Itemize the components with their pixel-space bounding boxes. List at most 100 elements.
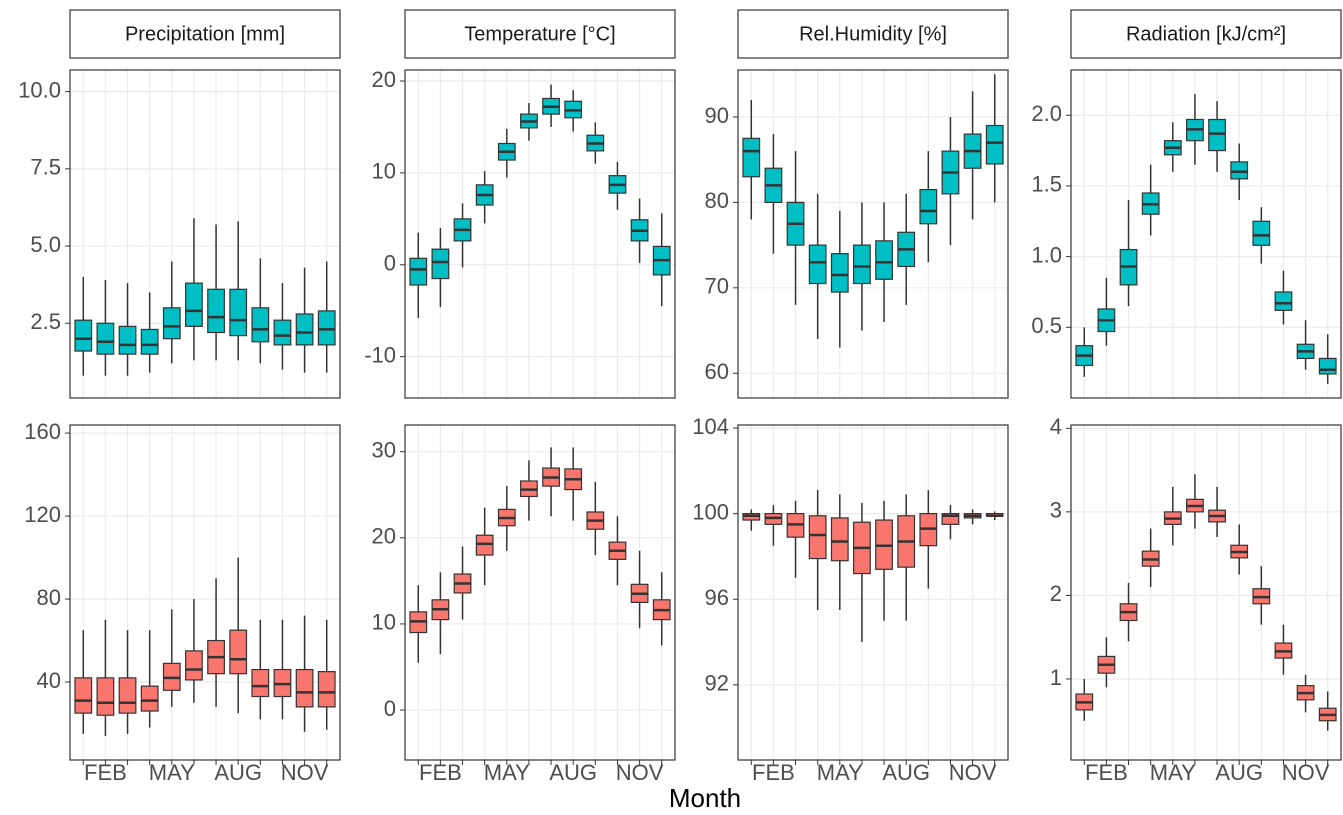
box bbox=[229, 288, 248, 337]
x-axis-title: Month bbox=[669, 783, 741, 813]
box bbox=[317, 310, 336, 346]
box bbox=[74, 319, 93, 352]
x-tick-label: MAY bbox=[149, 760, 195, 785]
strip-title: Temperature [°C] bbox=[464, 23, 615, 45]
panel-background bbox=[1071, 425, 1341, 760]
y-tick-label: 120 bbox=[24, 502, 61, 527]
y-tick-label: 1.0 bbox=[1031, 242, 1062, 267]
x-tick-label: MAY bbox=[1150, 760, 1196, 785]
box bbox=[74, 677, 93, 714]
box bbox=[742, 137, 761, 178]
x-tick-label: FEB bbox=[419, 760, 462, 785]
y-tick-label: 2.5 bbox=[30, 309, 61, 334]
box bbox=[162, 307, 181, 340]
box bbox=[919, 188, 938, 225]
box bbox=[409, 257, 428, 286]
box bbox=[185, 650, 203, 681]
box bbox=[295, 668, 314, 708]
y-tick-label: 100 bbox=[692, 499, 729, 524]
box bbox=[431, 248, 450, 280]
box bbox=[229, 629, 248, 675]
x-tick-label: MAY bbox=[817, 760, 863, 785]
y-tick-label: 20 bbox=[372, 524, 396, 549]
box bbox=[875, 240, 893, 280]
box bbox=[185, 282, 203, 327]
box bbox=[317, 671, 336, 708]
y-tick-label: 10.0 bbox=[18, 77, 61, 102]
panel-background bbox=[1071, 70, 1341, 398]
box bbox=[853, 244, 871, 285]
x-tick-label: FEB bbox=[84, 760, 127, 785]
x-tick-label: NOV bbox=[949, 760, 997, 785]
box bbox=[985, 124, 1004, 165]
panel-border bbox=[737, 69, 1009, 399]
strip bbox=[737, 9, 1009, 59]
y-tick-label: 80 bbox=[37, 585, 61, 610]
panel-background bbox=[70, 425, 340, 760]
y-tick-label: 104 bbox=[692, 414, 729, 439]
y-tick-label: 0.5 bbox=[1031, 313, 1062, 338]
box bbox=[1318, 357, 1337, 375]
strip bbox=[69, 9, 341, 59]
box bbox=[475, 534, 494, 556]
y-tick-label: 5.0 bbox=[30, 232, 61, 257]
box bbox=[1208, 118, 1226, 152]
panel-border bbox=[1070, 424, 1342, 761]
y-tick-label: 10 bbox=[372, 610, 396, 635]
y-tick-label: 1 bbox=[1050, 665, 1062, 690]
y-tick-label: 20 bbox=[372, 67, 396, 92]
y-tick-label: 0 bbox=[384, 251, 396, 276]
y-tick-label: 160 bbox=[24, 419, 61, 444]
y-tick-label: 40 bbox=[37, 668, 61, 693]
box bbox=[273, 319, 292, 346]
x-tick-label: FEB bbox=[752, 760, 795, 785]
strip bbox=[1070, 9, 1342, 59]
box bbox=[1230, 161, 1249, 180]
strip-title: Rel.Humidity [%] bbox=[799, 23, 947, 45]
y-tick-label: 4 bbox=[1050, 414, 1062, 439]
panel-border bbox=[737, 424, 1009, 761]
y-tick-label: 96 bbox=[705, 585, 729, 610]
y-tick-label: 60 bbox=[705, 359, 729, 384]
box bbox=[251, 307, 270, 343]
box bbox=[118, 325, 137, 355]
x-tick-label: NOV bbox=[281, 760, 329, 785]
box bbox=[96, 322, 115, 355]
x-tick-label: AUG bbox=[1215, 760, 1263, 785]
y-tick-label: 2 bbox=[1050, 581, 1062, 606]
box bbox=[830, 517, 849, 562]
y-tick-label: 7.5 bbox=[30, 155, 61, 180]
box bbox=[96, 677, 115, 716]
x-tick-label: AUG bbox=[214, 760, 262, 785]
box bbox=[140, 685, 159, 712]
y-tick-label: 1.5 bbox=[1031, 172, 1062, 197]
y-tick-label: 3 bbox=[1050, 498, 1062, 523]
x-tick-label: AUG bbox=[882, 760, 930, 785]
box bbox=[1252, 220, 1271, 246]
y-tick-label: 10 bbox=[372, 159, 396, 184]
strip-title: Precipitation [mm] bbox=[125, 23, 285, 45]
x-tick-label: AUG bbox=[549, 760, 597, 785]
y-tick-label: 30 bbox=[372, 438, 396, 463]
box bbox=[295, 313, 314, 346]
box bbox=[830, 253, 849, 293]
box bbox=[808, 515, 827, 560]
x-tick-label: NOV bbox=[1282, 760, 1330, 785]
box bbox=[941, 513, 960, 525]
y-tick-label: -10 bbox=[364, 342, 396, 367]
y-tick-label: 92 bbox=[705, 671, 729, 696]
panel-background bbox=[70, 70, 340, 398]
panel-background bbox=[405, 70, 675, 398]
box bbox=[140, 328, 159, 355]
y-tick-label: 80 bbox=[705, 188, 729, 213]
panel-border bbox=[69, 424, 341, 761]
box bbox=[808, 244, 827, 285]
y-tick-label: 2.0 bbox=[1031, 101, 1062, 126]
panel-background bbox=[405, 425, 675, 760]
panel-border bbox=[1070, 69, 1342, 399]
y-tick-label: 90 bbox=[705, 103, 729, 128]
panel-background bbox=[738, 425, 1008, 760]
x-tick-label: MAY bbox=[484, 760, 530, 785]
